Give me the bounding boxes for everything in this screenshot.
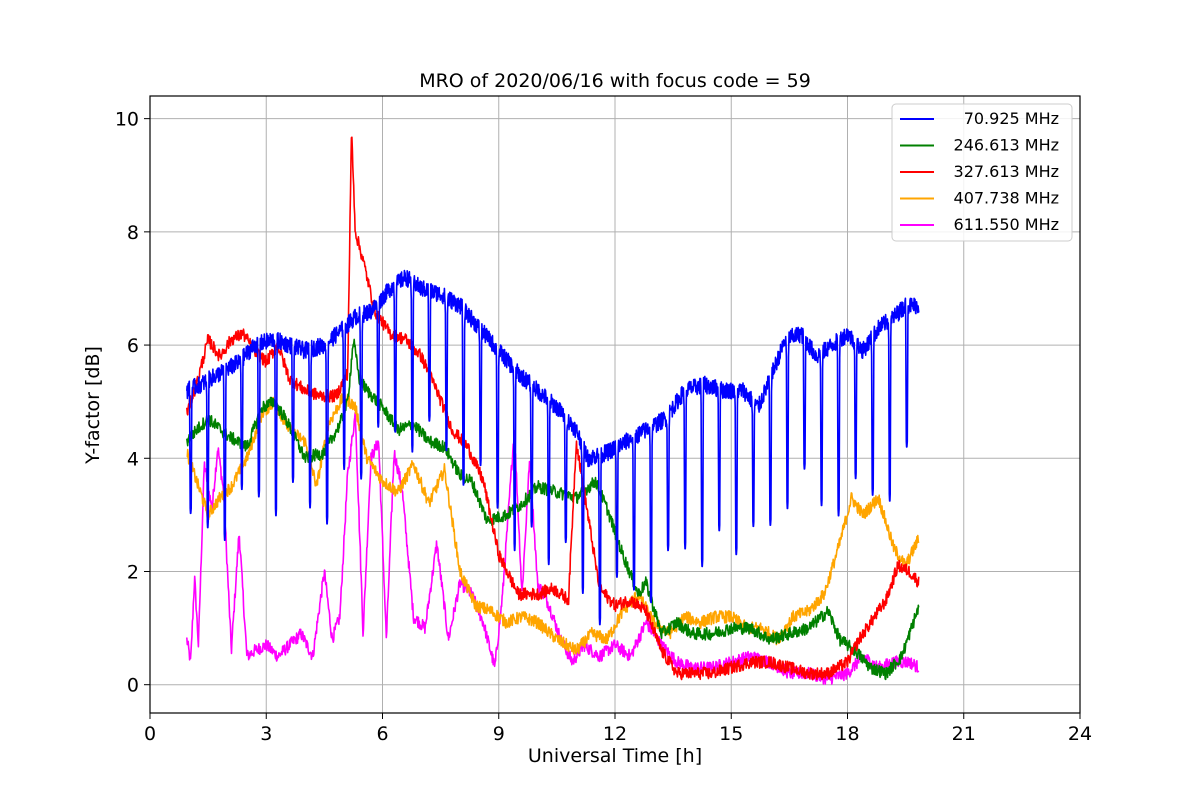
x-tick-label: 15 (719, 723, 743, 745)
legend-box (891, 103, 1073, 242)
x-tick-label: 18 (835, 723, 859, 745)
series-line (186, 269, 920, 626)
x-tick-label: 3 (260, 723, 272, 745)
y-tick-label: 4 (127, 448, 139, 470)
legend-label: 327.613 MHz (954, 162, 1059, 181)
x-tick-label: 12 (603, 723, 627, 745)
y-tick-label: 10 (115, 109, 139, 131)
x-axis-label: Universal Time [h] (528, 745, 702, 767)
y-tick-label: 8 (127, 222, 139, 244)
legend-label: 246.613 MHz (954, 136, 1059, 155)
x-tick-label: 21 (952, 723, 976, 745)
chart-title: MRO of 2020/06/16 with focus code = 59 (419, 70, 811, 92)
legend-label: 611.550 MHz (954, 215, 1059, 234)
series-layer (186, 136, 920, 685)
y-tick-label: 0 (127, 675, 139, 697)
y-tick-label: 2 (127, 561, 139, 583)
y-tick-label: 6 (127, 335, 139, 357)
legend-label: 70.925 MHz (964, 109, 1059, 128)
legend-label: 407.738 MHz (954, 189, 1059, 208)
x-tick-label: 6 (376, 723, 388, 745)
x-tick-label: 0 (144, 723, 156, 745)
legend: 70.925 MHz 246.613 MHz 327.613 MHz 407.738 … (891, 103, 1073, 242)
x-tick-label: 9 (493, 723, 505, 745)
y-axis-label: Y-factor [dB] (82, 346, 104, 465)
x-tick-label: 24 (1068, 723, 1092, 745)
